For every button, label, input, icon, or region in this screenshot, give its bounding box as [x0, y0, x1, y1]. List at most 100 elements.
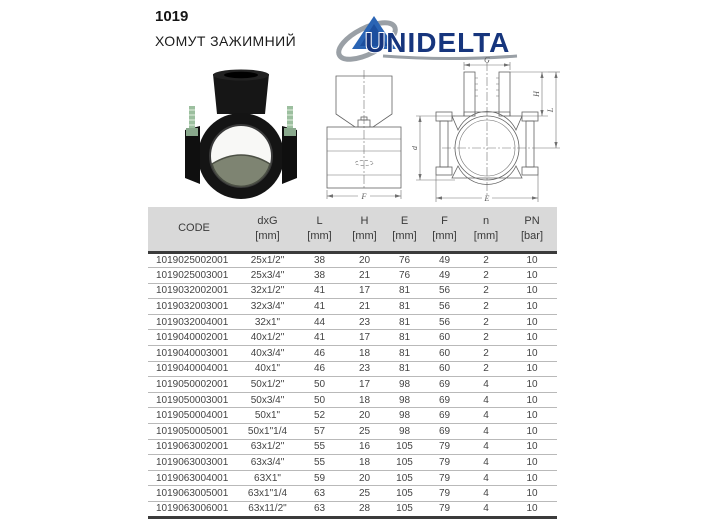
cell-f: 56	[424, 283, 465, 300]
photo-nut-left	[186, 128, 198, 136]
cell-n: 2	[465, 314, 507, 331]
table-row: 1019032004001 32x1" 44 23 81 56 2 10	[148, 314, 557, 331]
cell-e: 81	[385, 329, 424, 347]
cell-dxg: 32x1"	[240, 314, 295, 331]
drawing-side-view: F	[326, 70, 402, 201]
logo-swoosh-icon	[336, 20, 398, 62]
cell-f: 69	[424, 392, 465, 409]
logo-wordmark: UNIDELTA	[365, 27, 510, 58]
cell-e: 76	[385, 252, 424, 269]
cell-n: 4	[465, 439, 507, 456]
cell-l: 50	[295, 392, 344, 409]
cell-e: 98	[385, 423, 424, 440]
arrowhead	[554, 72, 558, 78]
table-body: 1019025002001 25x1/2" 38 20 76 49 2 10 101902500…	[148, 252, 557, 519]
cell-dxg: 32x1/2"	[240, 283, 295, 300]
dim-label-g: G	[484, 56, 490, 65]
cell-f: 79	[424, 501, 465, 519]
unidelta-logo: UNIDELTA	[336, 16, 518, 62]
cell-h: 20	[344, 470, 385, 487]
cell-h: 17	[344, 376, 385, 393]
cell-l: 41	[295, 298, 344, 315]
cell-e: 98	[385, 376, 424, 393]
cell-f: 49	[424, 252, 465, 269]
outlet-wall-right	[498, 71, 511, 117]
photo-bolt-right	[287, 106, 293, 130]
cell-pn: 10	[507, 423, 557, 440]
cell-pn: 10	[507, 252, 557, 269]
cell-code: 1019025003001	[148, 267, 240, 284]
cell-l: 59	[295, 470, 344, 487]
table-row: 1019032002001 32x1/2" 41 17 81 56 2 10	[148, 283, 557, 300]
cell-code: 1019040004001	[148, 361, 240, 378]
cell-n: 2	[465, 345, 507, 362]
cell-e: 98	[385, 407, 424, 425]
bolt-cap	[360, 116, 368, 121]
cell-e: 81	[385, 361, 424, 378]
cell-pn: 10	[507, 501, 557, 519]
table-row: 1019025003001 25x3/4" 38 21 76 49 2 10	[148, 267, 557, 284]
cell-pn: 10	[507, 392, 557, 409]
cell-f: 60	[424, 329, 465, 347]
cell-h: 25	[344, 485, 385, 502]
column-header-n: n [mm]	[465, 207, 507, 254]
cell-e: 98	[385, 392, 424, 409]
cell-n: 4	[465, 470, 507, 487]
photo-bolt-left	[189, 106, 195, 130]
cell-pn: 10	[507, 407, 557, 425]
cell-f: 56	[424, 298, 465, 315]
cell-n: 4	[465, 392, 507, 409]
cell-f: 60	[424, 361, 465, 378]
cell-dxg: 50x1"	[240, 407, 295, 425]
column-header-e: E [mm]	[385, 207, 424, 254]
cell-dxg: 40x1"	[240, 361, 295, 378]
cell-dxg: 32x3/4"	[240, 298, 295, 315]
cell-pn: 10	[507, 361, 557, 378]
arrowhead	[540, 72, 544, 78]
cell-l: 41	[295, 283, 344, 300]
body-outline	[326, 126, 402, 189]
spec-table: CODE dxG [mm] L [mm] H [mm] E [mm] F [mm] n [mm] PN [b…	[148, 207, 557, 519]
dim-label-e: E	[484, 194, 490, 203]
cell-code: 1019063005001	[148, 485, 240, 502]
product-code-title: 1019	[155, 8, 189, 25]
cell-code: 1019040002001	[148, 329, 240, 347]
cell-code: 1019063004001	[148, 470, 240, 487]
cell-h: 17	[344, 283, 385, 300]
photo-flange-right	[282, 126, 297, 184]
column-header-pn: PN [bar]	[507, 207, 557, 254]
cell-e: 81	[385, 345, 424, 362]
cell-h: 23	[344, 361, 385, 378]
cell-pn: 10	[507, 267, 557, 284]
cell-e: 105	[385, 501, 424, 519]
cell-n: 4	[465, 423, 507, 440]
cell-n: 2	[465, 283, 507, 300]
table-row: 1019040003001 40x3/4" 46 18 81 60 2 10	[148, 345, 557, 362]
cell-code: 1019040003001	[148, 345, 240, 362]
cell-f: 79	[424, 485, 465, 502]
cell-n: 4	[465, 376, 507, 393]
cell-dxg: 63x1"1/4	[240, 485, 295, 502]
cell-pn: 10	[507, 345, 557, 362]
table-row: 1019025002001 25x1/2" 38 20 76 49 2 10	[148, 252, 557, 269]
arrowhead	[540, 110, 544, 116]
photo-outlet	[213, 74, 269, 114]
cell-code: 1019050002001	[148, 376, 240, 393]
table-row: 1019063004001 63X1" 59 20 105 79 4 10	[148, 470, 557, 487]
cell-pn: 10	[507, 283, 557, 300]
cell-h: 18	[344, 392, 385, 409]
cell-f: 69	[424, 423, 465, 440]
cell-l: 63	[295, 501, 344, 519]
cell-n: 4	[465, 407, 507, 425]
cell-l: 55	[295, 454, 344, 471]
product-name: ХОМУТ ЗАЖИМНИЙ	[155, 33, 297, 49]
table-row: 1019040004001 40x1" 46 23 81 60 2 10	[148, 361, 557, 378]
cell-code: 1019063003001	[148, 454, 240, 471]
arrowhead	[532, 196, 538, 200]
cell-pn: 10	[507, 470, 557, 487]
cell-pn: 10	[507, 454, 557, 471]
cell-dxg: 63x3/4"	[240, 454, 295, 471]
column-header-f: F [mm]	[424, 207, 465, 254]
table-row: 1019032003001 32x3/4" 41 21 81 56 2 10	[148, 298, 557, 315]
cell-h: 18	[344, 345, 385, 362]
